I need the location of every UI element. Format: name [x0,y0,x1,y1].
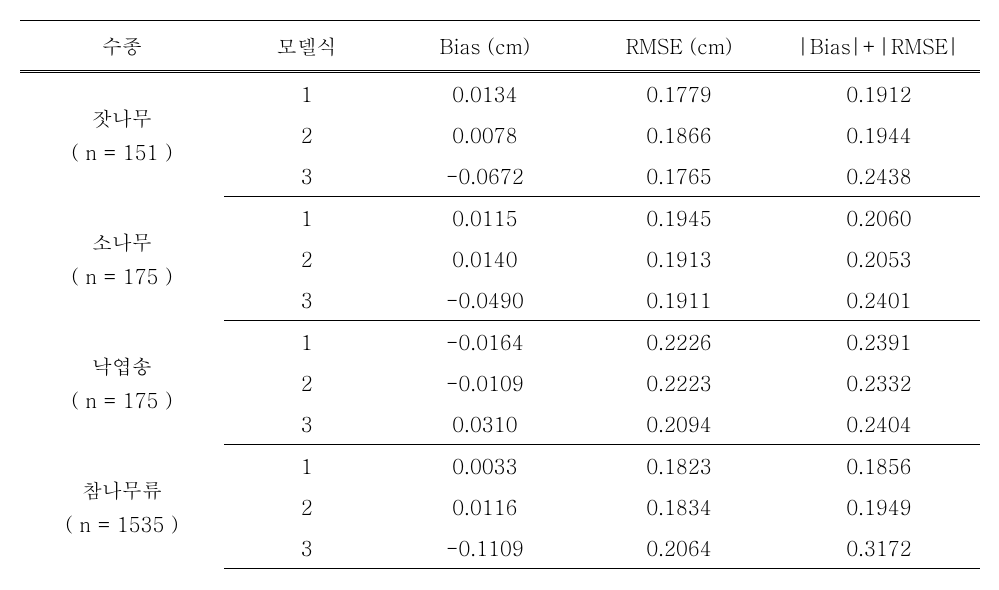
species-name: 소나무 [92,227,152,256]
cell-model: 1 [224,197,390,239]
col-header-rmse: RMSE (cm) [580,21,778,72]
cell-model: 3 [224,403,390,445]
table-header-row: 수종 모델식 Bias (cm) RMSE (cm) |Bias|+|RMSE| [20,21,980,72]
species-n: ( n = 1535 ) [28,508,216,540]
species-name: 낙엽송 [92,351,152,380]
cell-sum: 0.1912 [778,72,980,115]
species-name: 잣나무 [92,103,152,132]
species-cell: 낙엽송 ( n = 175 ) [20,321,224,445]
col-header-bias: Bias (cm) [389,21,580,72]
species-cell: 소나무 ( n = 175 ) [20,197,224,321]
species-cell: 참나무류 ( n = 1535 ) [20,445,224,569]
cell-model: 2 [224,114,390,155]
cell-sum: 0.1856 [778,445,980,487]
col-header-species: 수종 [20,21,224,72]
cell-sum: 0.2404 [778,403,980,445]
table-row: 참나무류 ( n = 1535 ) 1 0.0033 0.1823 0.1856 [20,445,980,487]
cell-rmse: 0.2223 [580,362,778,403]
cell-model: 2 [224,486,390,527]
cell-sum: 0.2332 [778,362,980,403]
cell-sum: 0.1944 [778,114,980,155]
cell-bias: -0.0164 [389,321,580,363]
species-n: ( n = 151 ) [28,136,216,168]
cell-rmse: 0.1834 [580,486,778,527]
cell-bias: 0.0134 [389,72,580,115]
cell-bias: -0.0490 [389,279,580,321]
species-n: ( n = 175 ) [28,260,216,292]
cell-bias: 0.0115 [389,197,580,239]
col-header-model: 모델식 [224,21,390,72]
col-header-sum: |Bias|+|RMSE| [778,21,980,72]
cell-rmse: 0.1765 [580,155,778,197]
cell-rmse: 0.1823 [580,445,778,487]
cell-model: 3 [224,155,390,197]
table-row: 낙엽송 ( n = 175 ) 1 -0.0164 0.2226 0.2391 [20,321,980,363]
cell-sum: 0.2053 [778,238,980,279]
cell-rmse: 0.1911 [580,279,778,321]
species-n: ( n = 175 ) [28,384,216,416]
cell-bias: 0.0310 [389,403,580,445]
cell-sum: 0.2438 [778,155,980,197]
table-row: 잣나무 ( n = 151 ) 1 0.0134 0.1779 0.1912 [20,72,980,115]
cell-rmse: 0.1779 [580,72,778,115]
cell-sum: 0.1949 [778,486,980,527]
cell-rmse: 0.2226 [580,321,778,363]
cell-sum: 0.2060 [778,197,980,239]
species-cell: 잣나무 ( n = 151 ) [20,72,224,197]
cell-model: 3 [224,279,390,321]
cell-model: 1 [224,445,390,487]
cell-rmse: 0.1913 [580,238,778,279]
cell-sum: 0.2391 [778,321,980,363]
cell-rmse: 0.1866 [580,114,778,155]
cell-bias: -0.1109 [389,527,580,569]
species-name: 참나무류 [82,475,162,504]
cell-sum: 0.3172 [778,527,980,569]
cell-rmse: 0.2064 [580,527,778,569]
cell-bias: -0.0672 [389,155,580,197]
cell-model: 1 [224,72,390,115]
cell-bias: 0.0078 [389,114,580,155]
cell-bias: 0.0140 [389,238,580,279]
cell-model: 2 [224,238,390,279]
cell-rmse: 0.2094 [580,403,778,445]
cell-rmse: 0.1945 [580,197,778,239]
cell-model: 3 [224,527,390,569]
cell-model: 1 [224,321,390,363]
table-body: 잣나무 ( n = 151 ) 1 0.0134 0.1779 0.1912 2… [20,72,980,569]
cell-sum: 0.2401 [778,279,980,321]
cell-bias: 0.0116 [389,486,580,527]
table-row: 소나무 ( n = 175 ) 1 0.0115 0.1945 0.2060 [20,197,980,239]
cell-bias: 0.0033 [389,445,580,487]
cell-model: 2 [224,362,390,403]
cell-bias: -0.0109 [389,362,580,403]
stats-table: 수종 모델식 Bias (cm) RMSE (cm) |Bias|+|RMSE|… [20,20,980,569]
